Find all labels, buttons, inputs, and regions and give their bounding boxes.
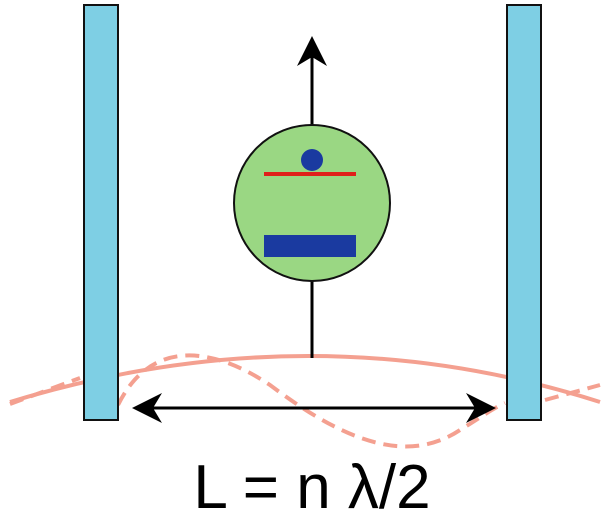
electron	[301, 149, 323, 171]
atom	[233, 124, 391, 282]
ground-level	[264, 235, 356, 257]
right-mirror	[506, 4, 542, 421]
formula: L = n λ/2	[193, 453, 430, 516]
left-mirror	[83, 4, 119, 421]
